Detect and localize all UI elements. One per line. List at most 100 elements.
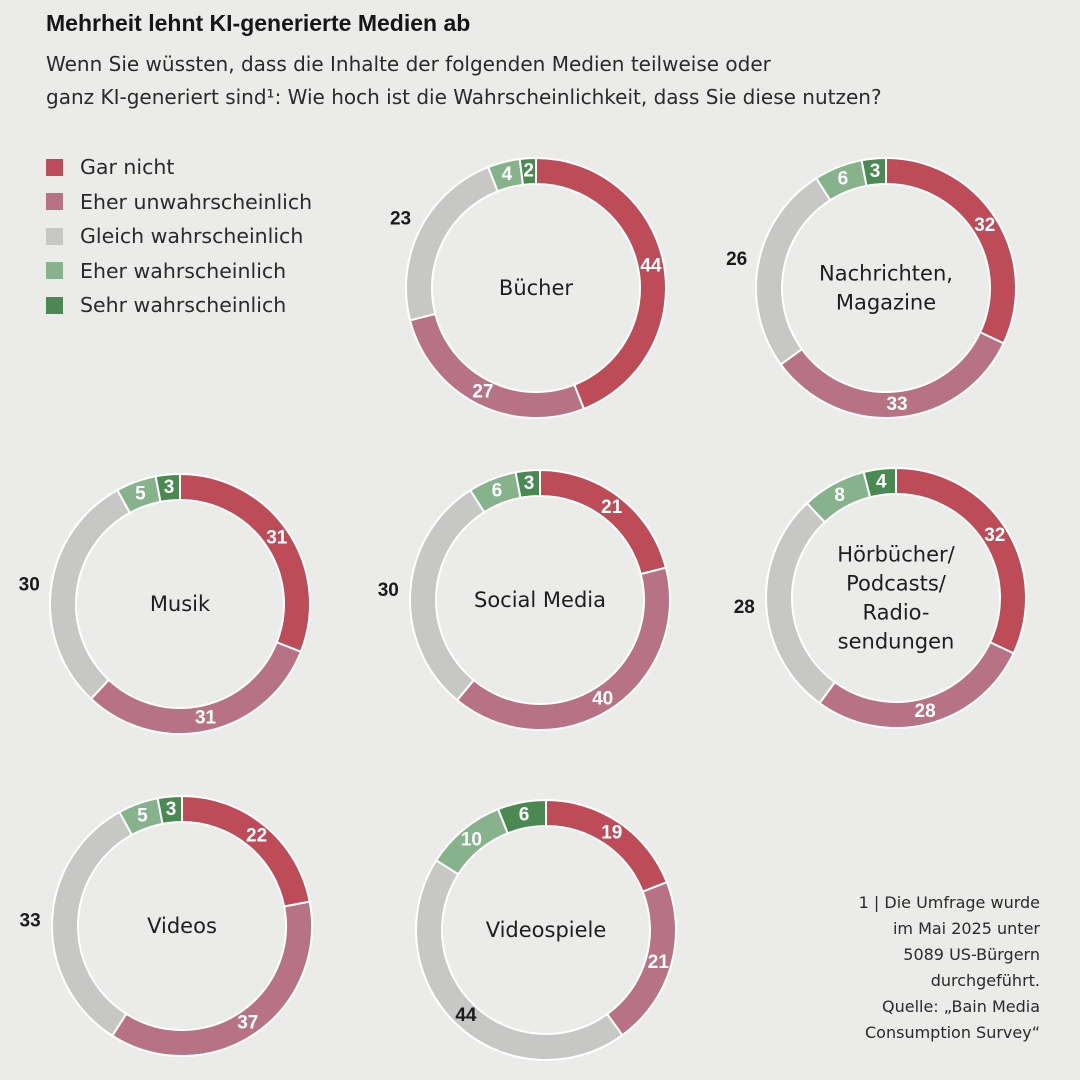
donut-value-label: 27 <box>472 382 493 403</box>
donut-center-label-line: Videospiele <box>486 918 607 942</box>
donut-value-label: 3 <box>870 161 881 182</box>
legend-label: Sehr wahrscheinlich <box>80 293 287 318</box>
donut-center-label-line: Magazine <box>836 291 936 315</box>
legend-item-gar-nicht: Gar nicht <box>46 150 312 185</box>
footnote-line: Consumption Survey“ <box>865 1023 1040 1042</box>
donut-chart: 22 37 33 5 3 Videos <box>20 794 313 1057</box>
donut-center-label-line: Bücher <box>499 276 573 300</box>
donut-value-label: 23 <box>390 208 411 229</box>
donut-value-label: 28 <box>915 701 936 722</box>
donut-value-label: 44 <box>640 256 662 277</box>
donut-value-label: 32 <box>984 525 1005 546</box>
legend-swatch <box>46 158 63 176</box>
donut-value-label: 3 <box>164 477 175 498</box>
footnote-line: Quelle: „Bain Media <box>881 997 1040 1016</box>
donut-chart: 19 21 44 10 6 Videospiele <box>415 798 677 1061</box>
chart-title: Mehrheit lehnt KI-generierte Medien ab <box>46 10 471 36</box>
donut-value-label: 6 <box>838 169 849 190</box>
donut-center-label: Hörbücher/Podcasts/Radio-sendungen <box>837 543 955 654</box>
donut-segment-sehr-wahrscheinlich <box>518 156 537 186</box>
donut-segment-sehr-wahrscheinlich <box>514 468 541 500</box>
legend-item-eher-unwahrscheinlich: Eher unwahrscheinlich <box>46 185 312 220</box>
donut-segment-gleich-wahrscheinlich <box>765 501 837 705</box>
legend-label: Gleich wahrscheinlich <box>80 224 304 249</box>
donut-center-label-line: Videos <box>147 914 217 938</box>
subtitle-line: Wenn Sie wüssten, dass die Inhalte der f… <box>46 52 771 76</box>
donut-value-label: 6 <box>519 805 530 826</box>
donut-value-label: 22 <box>246 825 267 846</box>
legend-swatch <box>46 262 63 280</box>
donut-value-label: 19 <box>601 823 622 844</box>
footnote-line: 1 | Die Umfrage wurde <box>858 893 1040 912</box>
legend-swatch <box>46 296 63 314</box>
donut-segment-sehr-wahrscheinlich <box>156 794 183 826</box>
donut-value-label: 40 <box>592 688 613 709</box>
donut-value-label: 28 <box>734 597 755 618</box>
donut-center-label-line: Podcasts/ <box>846 572 947 596</box>
donut-chart: 32 33 26 6 3 Nachrichten, Magazine <box>726 156 1017 419</box>
footnote: 1 | Die Umfrage wurde im Mai 2025 unter … <box>780 890 1040 1046</box>
donut-value-label: 3 <box>524 473 535 494</box>
subtitle-line: ganz KI-generiert sind¹: Wie hoch ist di… <box>46 85 882 109</box>
donut-value-label: 10 <box>461 829 482 850</box>
chart-legend: Gar nicht Eher unwahrscheinlich Gleich w… <box>46 150 312 323</box>
legend-swatch <box>46 193 63 211</box>
donut-value-label: 5 <box>135 483 146 504</box>
donut-segment-sehr-wahrscheinlich <box>154 472 181 504</box>
donut-value-label: 31 <box>195 708 217 729</box>
donut-center-label-line: sendungen <box>838 630 955 654</box>
donut-center-label: Videos <box>147 914 217 938</box>
donut-center-label: Social Media <box>474 588 606 612</box>
legend-item-sehr-wahrscheinlich: Sehr wahrscheinlich <box>46 288 312 323</box>
donut-center-label-line: Hörbücher/ <box>837 543 955 567</box>
donut-value-label: 32 <box>974 215 995 236</box>
donut-value-label: 8 <box>834 485 845 506</box>
donut-segment-gar-nicht <box>179 472 311 654</box>
donut-value-label: 33 <box>886 394 907 415</box>
donut-segment-eher-unwahrscheinlich <box>408 312 586 419</box>
donut-segment-gar-nicht <box>885 156 1017 345</box>
donut-value-label: 37 <box>237 1012 258 1033</box>
donut-center-label-line: Social Media <box>474 588 606 612</box>
donut-value-label: 30 <box>19 574 40 595</box>
chart-subtitle: Wenn Sie wüssten, dass die Inhalte der f… <box>46 48 1046 114</box>
donut-segment-gleich-wahrscheinlich <box>405 165 500 322</box>
donut-value-label: 33 <box>20 911 41 932</box>
donut-segment-gleich-wahrscheinlich <box>415 858 624 1061</box>
legend-item-gleich-wahrscheinlich: Gleich wahrscheinlich <box>46 219 312 254</box>
footnote-line: im Mai 2025 unter <box>892 919 1040 938</box>
legend-label: Eher wahrscheinlich <box>80 258 287 283</box>
donut-segment-sehr-wahrscheinlich <box>496 798 547 835</box>
donut-value-label: 21 <box>648 952 670 973</box>
donut-chart: 44 27 23 4 2 Bücher <box>390 156 667 419</box>
donut-segment-gar-nicht <box>181 794 311 908</box>
donut-center-label-line: Musik <box>150 592 211 616</box>
donut-center-label: Nachrichten, Magazine <box>819 262 953 315</box>
donut-value-label: 6 <box>492 481 503 502</box>
donut-value-label: 4 <box>502 164 513 185</box>
donut-value-label: 21 <box>601 497 623 518</box>
donut-center-label-line: Radio- <box>863 601 930 625</box>
donut-value-label: 4 <box>876 471 887 492</box>
donut-value-label: 30 <box>378 580 399 601</box>
donut-value-label: 31 <box>266 528 288 549</box>
donut-chart: 31 31 30 5 3 Musik <box>19 472 311 735</box>
donut-center-label: Videospiele <box>486 918 607 942</box>
donut-value-label: 26 <box>726 249 747 270</box>
donut-value-label: 2 <box>523 161 534 182</box>
footnote-line: durchgeführt. <box>930 971 1040 990</box>
legend-swatch <box>46 227 63 245</box>
donut-chart: 21 40 30 6 3 Social Media <box>378 468 671 731</box>
donut-center-label-line: Nachrichten, <box>819 262 953 286</box>
donut-segment-sehr-wahrscheinlich <box>860 156 887 188</box>
donut-segment-gar-nicht <box>539 468 668 576</box>
donut-segment-gleich-wahrscheinlich <box>49 488 132 701</box>
donut-segment-gar-nicht <box>545 798 669 894</box>
donut-center-label: Bücher <box>499 276 573 300</box>
donut-chart: 32 28 28 8 4 Hörbücher/Podcasts/Radio-sendung… <box>734 466 1027 729</box>
donut-value-label: 44 <box>455 1005 477 1026</box>
legend-label: Gar nicht <box>80 155 175 180</box>
legend-label: Eher unwahrscheinlich <box>80 189 313 214</box>
footnote-line: 5089 US-Bürgern <box>903 945 1040 964</box>
